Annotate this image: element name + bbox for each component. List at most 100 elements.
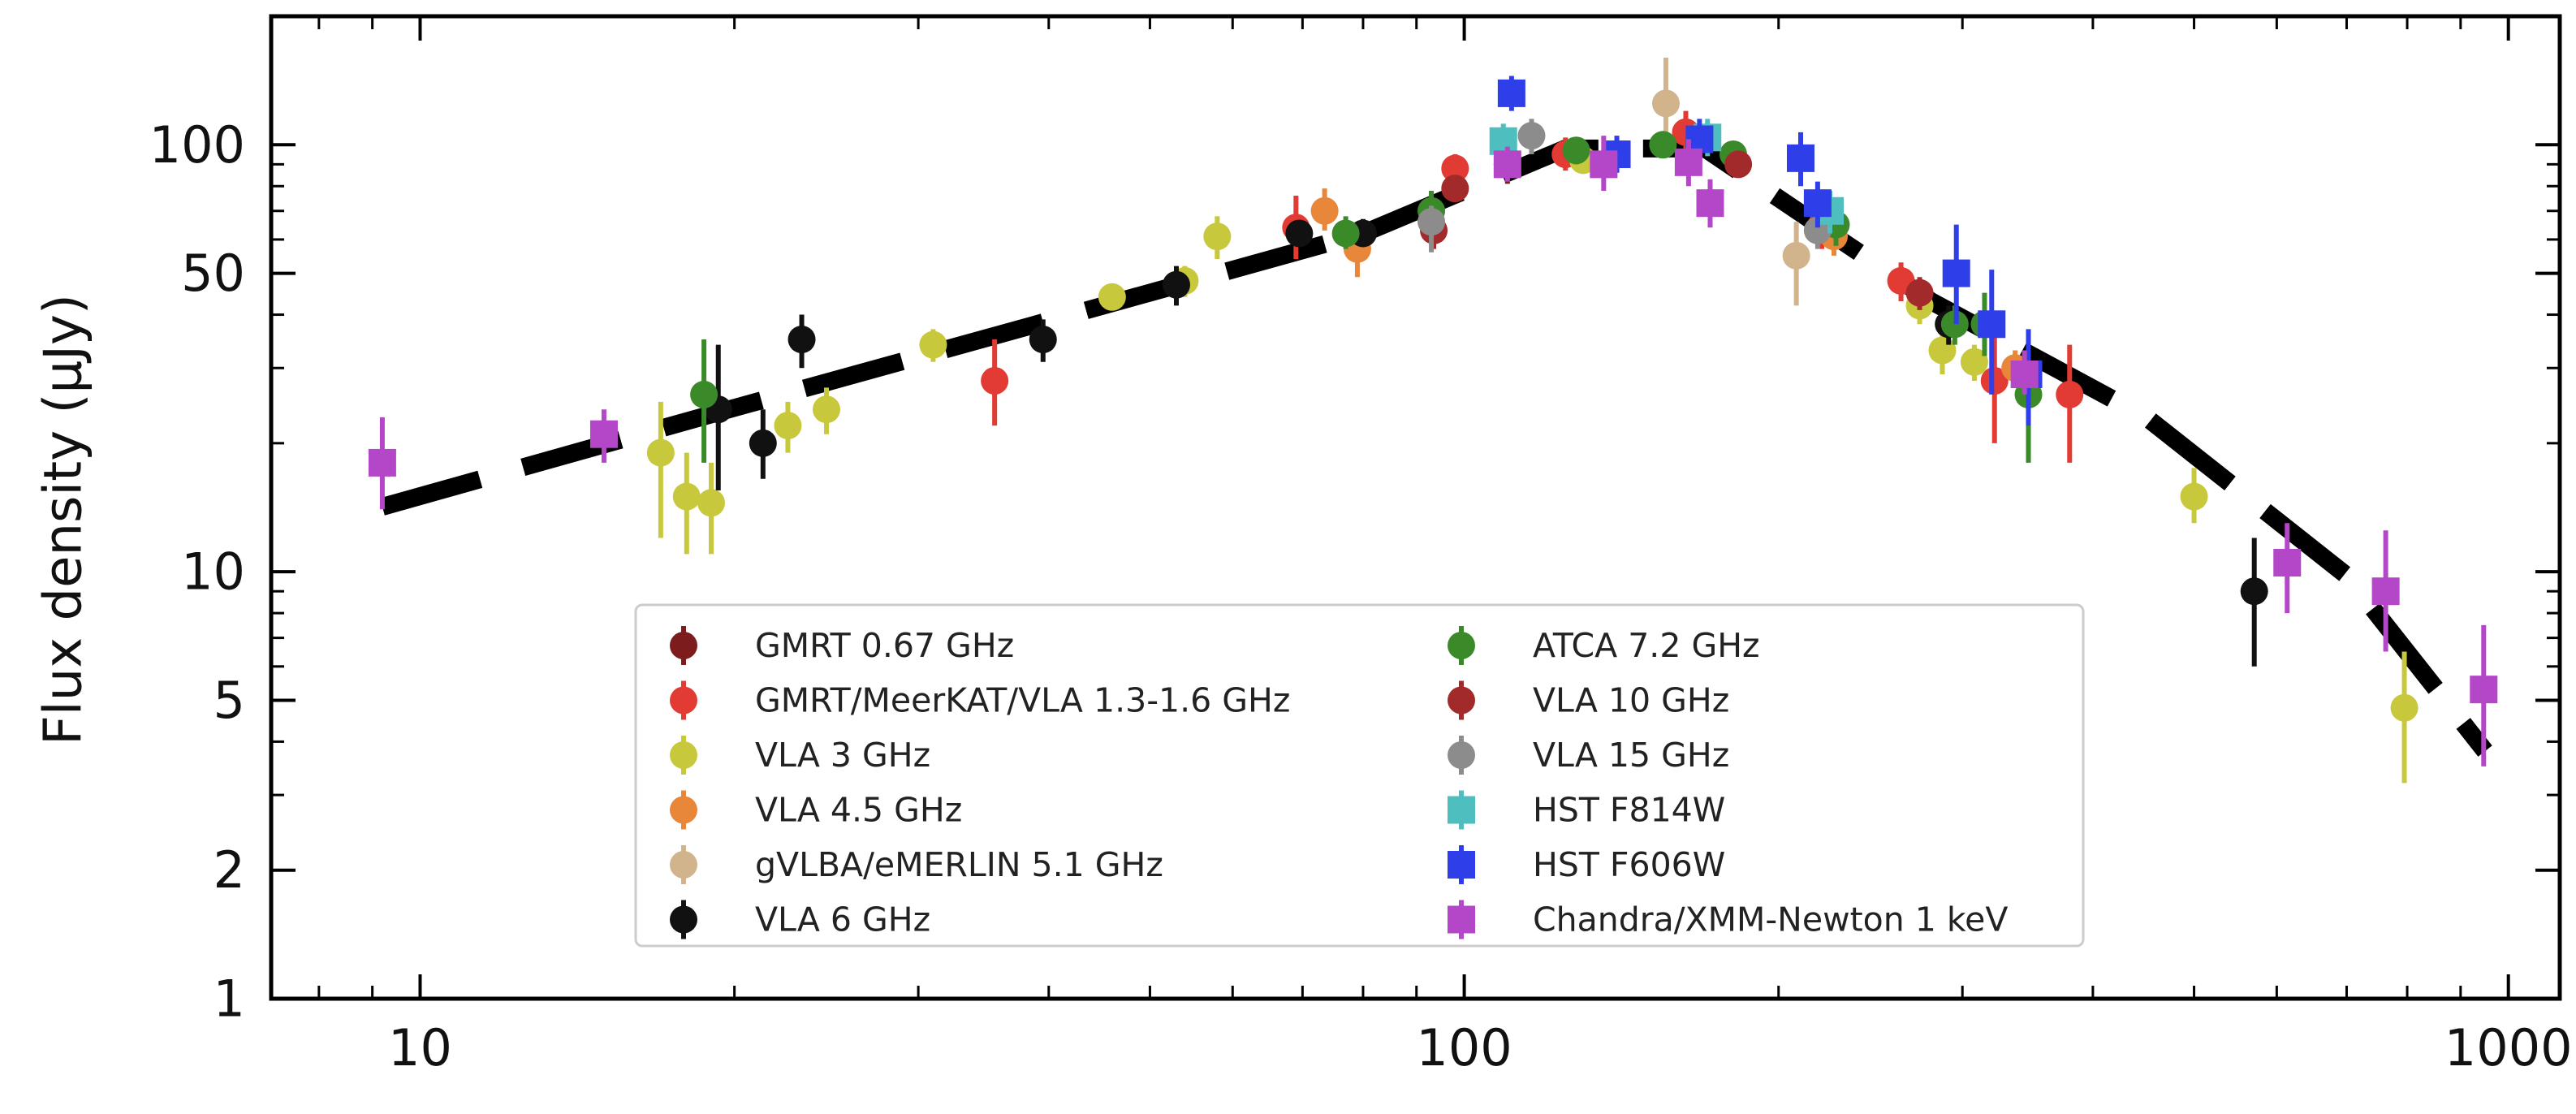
series-2 — [646, 146, 2419, 784]
data-point — [589, 420, 618, 448]
data-point — [1651, 89, 1680, 118]
legend-marker — [1448, 905, 1475, 934]
data-point — [1960, 348, 1988, 376]
legend-label: ATCA 7.2 GHz — [1533, 626, 1760, 665]
data-point — [1285, 219, 1314, 248]
legend-label: VLA 6 GHz — [755, 900, 930, 939]
data-point — [1417, 208, 1446, 236]
legend-label: VLA 10 GHz — [1533, 681, 1729, 720]
data-point — [1590, 150, 1618, 179]
legend-item: VLA 4.5 GHz — [670, 790, 962, 830]
data-point — [1441, 154, 1469, 183]
legend-item: Chandra/XMM-Newton 1 keV — [1448, 900, 2008, 939]
data-point — [2056, 380, 2084, 408]
legend-label: VLA 3 GHz — [755, 736, 930, 775]
data-point — [774, 412, 802, 440]
data-point — [672, 482, 701, 511]
legend-marker — [1448, 686, 1475, 715]
legend-box — [634, 603, 2085, 948]
legend-label: Chandra/XMM-Newton 1 keV — [1533, 900, 2008, 939]
legend-marker — [670, 851, 697, 879]
legend-marker — [670, 796, 697, 824]
data-point — [2390, 693, 2419, 722]
data-point — [2470, 676, 2498, 704]
data-point — [787, 326, 816, 354]
legend-item: gVLBA/eMERLIN 5.1 GHz — [670, 845, 1163, 884]
data-point — [1782, 241, 1810, 270]
data-point — [646, 438, 675, 467]
data-point — [1803, 189, 1832, 218]
data-point — [1029, 326, 1057, 354]
legend-marker — [1448, 741, 1475, 769]
x-tick-label: 1000 — [2444, 1018, 2573, 1077]
x-tick-label: 100 — [1416, 1018, 1512, 1077]
legend-label: VLA 4.5 GHz — [755, 791, 962, 830]
y-tick-label: 10 — [181, 542, 245, 602]
legend-marker — [1448, 796, 1475, 824]
legend-label: gVLBA/eMERLIN 5.1 GHz — [755, 845, 1163, 884]
data-point — [1331, 219, 1360, 248]
data-point — [1649, 131, 1677, 159]
model-line-layer — [379, 139, 2492, 757]
y-tick-label: 50 — [181, 244, 245, 303]
y-tick-label: 100 — [149, 115, 245, 175]
data-point — [1517, 122, 1546, 150]
y-tick-label: 1 — [214, 969, 245, 1029]
axis-ticks-layer: 10 100 1000 1 2 5 10 50 100 — [149, 15, 2573, 1077]
data-point — [2010, 360, 2039, 388]
legend-item: VLA 15 GHz — [1448, 736, 1729, 775]
legend-item: GMRT 0.67 GHz — [670, 626, 1014, 665]
data-point — [1489, 127, 1517, 155]
data-point — [1978, 310, 2006, 339]
legend-label: VLA 15 GHz — [1533, 736, 1729, 775]
data-point — [749, 429, 777, 457]
legend-marker — [1448, 851, 1475, 879]
legend-marker — [1448, 632, 1475, 659]
data-point — [1928, 336, 1957, 365]
data-point — [2240, 577, 2268, 606]
legend-marker — [670, 686, 697, 715]
data-point — [1696, 189, 1724, 218]
data-point — [1942, 259, 1970, 287]
data-point — [368, 448, 396, 477]
legend-item: ATCA 7.2 GHz — [1448, 626, 1760, 665]
legend: GMRT 0.67 GHz GMRT/MeerKAT/VLA 1.3-1.6 GH… — [634, 603, 2085, 948]
data-point — [1724, 150, 1753, 179]
data-point — [1980, 367, 2009, 395]
plot-frame — [269, 14, 2562, 1001]
legend-item: VLA 6 GHz — [670, 900, 930, 939]
series-4 — [1651, 57, 1810, 306]
data-point — [2273, 549, 2302, 577]
data-point — [1493, 150, 1521, 179]
data-point — [1905, 278, 1934, 307]
data-point — [2180, 482, 2208, 511]
legend-label: GMRT/MeerKAT/VLA 1.3-1.6 GHz — [755, 681, 1290, 720]
legend-item: HST F606W — [1448, 845, 1725, 884]
data-point — [2371, 577, 2400, 606]
legend-item: VLA 10 GHz — [1448, 680, 1729, 720]
legend-label: GMRT 0.67 GHz — [755, 626, 1014, 665]
data-points-layer — [368, 57, 2498, 784]
data-point — [1310, 196, 1339, 225]
model-fit-line — [379, 139, 2492, 757]
y-tick-label: 5 — [214, 671, 245, 730]
data-point — [697, 489, 725, 517]
data-point — [1787, 144, 1815, 172]
y-tick-label: 2 — [214, 840, 245, 900]
data-point — [981, 367, 1009, 395]
legend-item: GMRT/MeerKAT/VLA 1.3-1.6 GHz — [670, 680, 1290, 720]
data-point — [1497, 79, 1525, 107]
x-tick-label: 10 — [388, 1018, 452, 1077]
data-point — [1162, 270, 1190, 299]
legend-marker — [670, 632, 697, 659]
data-point — [1441, 175, 1469, 203]
legend-marker — [670, 741, 697, 769]
legend-label: HST F606W — [1533, 845, 1725, 884]
data-point — [919, 330, 947, 359]
legend-item: HST F814W — [1448, 790, 1725, 830]
legend-label: HST F814W — [1533, 791, 1725, 830]
data-point — [1203, 222, 1232, 251]
data-point — [812, 395, 840, 424]
y-axis-title: Flux density (μJy) — [34, 294, 94, 745]
